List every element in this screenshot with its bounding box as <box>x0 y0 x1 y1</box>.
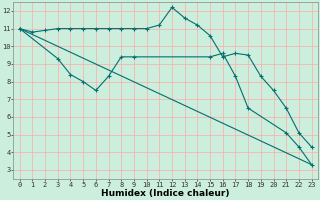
X-axis label: Humidex (Indice chaleur): Humidex (Indice chaleur) <box>101 189 230 198</box>
